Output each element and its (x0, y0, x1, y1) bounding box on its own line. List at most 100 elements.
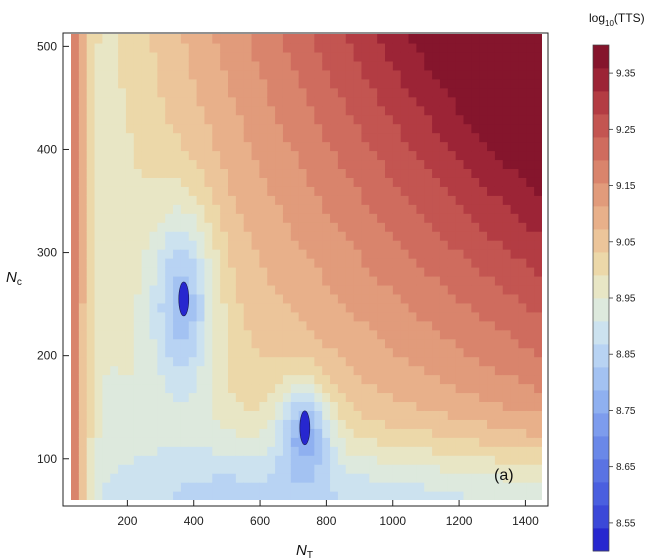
contour-cell (236, 330, 244, 340)
contour-cell (464, 339, 472, 349)
contour-cell (448, 231, 456, 241)
contour-cell (95, 213, 103, 223)
contour-cell (79, 375, 87, 385)
contour-cell (212, 258, 220, 268)
contour-cell (471, 410, 479, 420)
contour-cell (464, 410, 472, 420)
contour-cell (346, 124, 354, 134)
contour-cell (157, 34, 165, 44)
contour-cell (479, 267, 487, 277)
contour-cell (197, 231, 205, 241)
contour-cell (448, 133, 456, 143)
contour-cell (165, 124, 173, 134)
contour-cell (432, 177, 440, 187)
contour-cell (71, 240, 79, 250)
contour-cell (377, 133, 385, 143)
contour-cell (471, 106, 479, 116)
contour-cell (314, 34, 322, 44)
contour-cell (291, 473, 299, 483)
contour-cell (314, 88, 322, 98)
contour-cell (110, 455, 118, 465)
contour-cell (95, 348, 103, 358)
contour-cell (95, 195, 103, 205)
contour-cell (259, 159, 267, 169)
contour-cell (511, 375, 519, 385)
contour-cell (393, 61, 401, 71)
contour-cell (369, 401, 377, 411)
contour-cell (299, 357, 307, 367)
contour-cell (228, 115, 236, 125)
contour-cell (503, 401, 511, 411)
contour-cell (377, 464, 385, 474)
contour-cell (259, 267, 267, 277)
contour-cell (409, 79, 417, 89)
contour-cell (456, 115, 464, 125)
contour-cell (338, 276, 346, 286)
contour-cell (150, 303, 158, 313)
contour-cell (503, 231, 511, 241)
contour-cell (102, 491, 110, 501)
contour-cell (409, 375, 417, 385)
contour-cell (79, 213, 87, 223)
contour-cell (511, 106, 519, 116)
contour-cell (259, 428, 267, 438)
contour-cell (110, 195, 118, 205)
contour-cell (354, 339, 362, 349)
contour-cell (212, 240, 220, 250)
contour-cell (361, 491, 369, 501)
contour-cell (228, 384, 236, 394)
contour-cell (526, 303, 534, 313)
contour-cell (165, 177, 173, 187)
contour-cell (79, 464, 87, 474)
contour-cell (118, 303, 126, 313)
contour-cell (283, 339, 291, 349)
contour-cell (236, 464, 244, 474)
contour-cell (487, 195, 495, 205)
contour-cell (479, 384, 487, 394)
contour-cell (189, 168, 197, 178)
contour-cell (401, 213, 409, 223)
contour-cell (212, 357, 220, 367)
contour-cell (511, 428, 519, 438)
contour-cell (173, 151, 181, 161)
contour-cell (142, 106, 150, 116)
contour-cell (511, 366, 519, 376)
contour-cell (456, 267, 464, 277)
contour-cell (401, 34, 409, 44)
contour-cell (212, 294, 220, 304)
contour-cell (189, 61, 197, 71)
contour-cell (95, 61, 103, 71)
contour-cell (236, 222, 244, 232)
contour-cell (259, 124, 267, 134)
contour-cell (110, 464, 118, 474)
contour-cell (534, 124, 542, 134)
contour-cell (432, 79, 440, 89)
contour-cell (487, 249, 495, 259)
contour-cell (471, 177, 479, 187)
contour-cell (142, 168, 150, 178)
contour-cell (354, 267, 362, 277)
contour-cell (354, 106, 362, 116)
contour-cell (518, 392, 526, 402)
contour-cell (220, 446, 228, 456)
contour-cell (534, 34, 542, 44)
contour-cell (71, 159, 79, 169)
contour-cell (385, 43, 393, 53)
contour-cell (369, 222, 377, 232)
contour-cell (354, 70, 362, 80)
contour-cell (157, 240, 165, 250)
contour-cell (252, 240, 260, 250)
contour-cell (71, 357, 79, 367)
contour-cell (456, 366, 464, 376)
contour-cell (102, 168, 110, 178)
contour-cell (495, 159, 503, 169)
contour-cell (275, 177, 283, 187)
contour-cell (118, 375, 126, 385)
contour-cell (495, 88, 503, 98)
contour-cell (299, 401, 307, 411)
contour-cell (267, 428, 275, 438)
contour-cell (307, 491, 315, 501)
contour-cell (518, 204, 526, 214)
contour-cell (134, 473, 142, 483)
contour-cell (487, 321, 495, 331)
